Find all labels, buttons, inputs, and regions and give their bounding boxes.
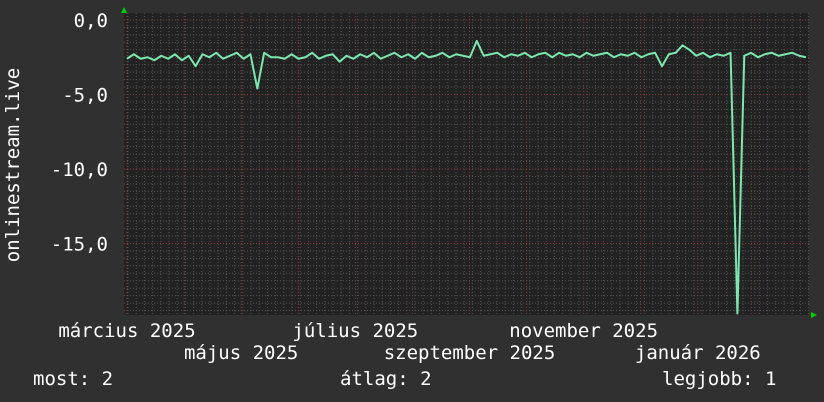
y-tick-label: 0,0	[74, 10, 108, 32]
y-tick-label: -10,0	[51, 159, 108, 181]
y-tick-label: -5,0	[62, 85, 108, 107]
plot-area	[124, 13, 809, 315]
x-axis-arrow-icon	[811, 312, 817, 318]
x-tick-label: szeptember 2025	[384, 342, 556, 364]
y-tick-label: -15,0	[51, 234, 108, 256]
legend-current: most: 2	[33, 368, 114, 390]
y-axis-label: onlinestream.live	[2, 68, 24, 262]
legend-best: legjobb: 1	[662, 368, 777, 390]
x-tick-label: november 2025	[509, 320, 658, 342]
series-line	[126, 39, 807, 315]
y-axis-arrow-icon	[121, 7, 127, 13]
series-group	[126, 39, 807, 315]
legend-average: átlag: 2	[340, 368, 432, 390]
x-tick-label: július 2025	[292, 320, 418, 342]
grid	[124, 13, 810, 315]
x-tick-label: március 2025	[58, 320, 195, 342]
x-tick-label: január 2026	[635, 342, 761, 364]
x-tick-label: május 2025	[184, 342, 298, 364]
